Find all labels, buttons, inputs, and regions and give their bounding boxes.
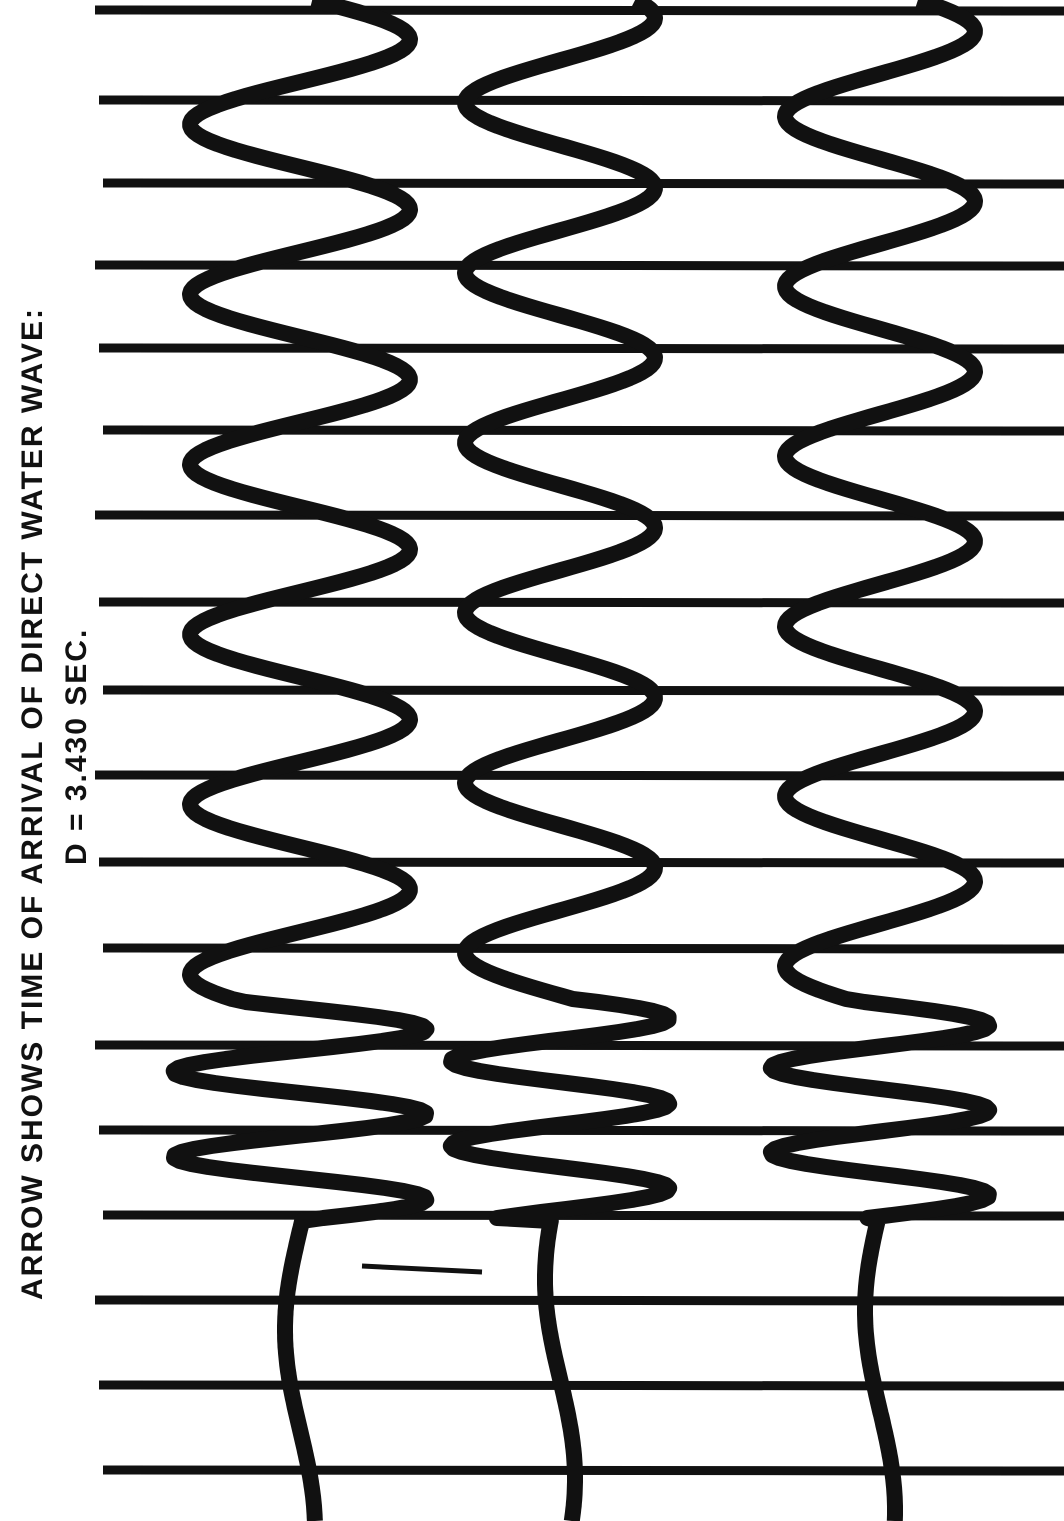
timing-line	[103, 690, 1064, 691]
background	[0, 0, 1064, 1521]
timing-line	[95, 1300, 1064, 1301]
timing-line	[99, 1385, 1064, 1386]
timing-line	[95, 10, 1064, 11]
annotation-line2: D = 3.430 SEC.	[60, 628, 93, 865]
timing-line	[103, 1470, 1064, 1471]
annotation-line1: ARROW SHOWS TIME OF ARRIVAL OF DIRECT WA…	[16, 307, 49, 1300]
timing-line	[103, 183, 1064, 184]
seismogram: ARROW SHOWS TIME OF ARRIVAL OF DIRECT WA…	[0, 0, 1064, 1521]
timing-line	[99, 862, 1064, 863]
